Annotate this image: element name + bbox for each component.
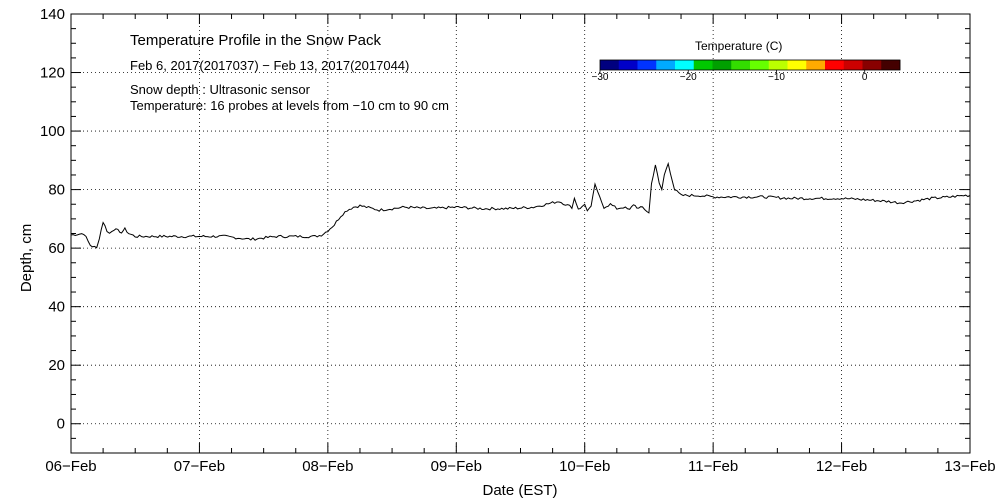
colorbar-swatch [787,60,807,70]
x-tick-label: 08−Feb [302,458,353,475]
y-tick-label: 40 [48,299,65,316]
colorbar-swatch [675,60,695,70]
y-tick-label: 0 [57,416,65,433]
y-tick-label: 120 [40,65,65,82]
colorbar-swatch [825,60,845,70]
colorbar-swatch [862,60,882,70]
x-tick-label: 12−Feb [816,458,867,475]
colorbar-swatch [806,60,826,70]
series-layer [70,161,971,249]
info-line-sensor: Snow depth : Ultrasonic sensor [130,82,311,97]
colorbar-tick-label: 0 [862,72,868,83]
colorbar-swatch [618,60,638,70]
x-tick-label: 11−Feb [688,458,738,475]
y-tick-label: 100 [40,123,65,140]
colorbar-swatch [600,60,620,70]
chart-title: Temperature Profile in the Snow Pack [130,32,381,49]
tick-layer [70,13,971,454]
colorbar-tick-label: −20 [680,72,697,83]
y-tick-label: 60 [48,240,65,257]
plot-frame [70,13,971,454]
y-tick-label: 80 [48,182,65,199]
colorbar-swatch [881,60,901,70]
x-tick-labels: 06−Feb 07−Feb 08−Feb 09−Feb 10−Feb 11−Feb 12−F… [45,458,995,475]
colorbar-tick-label: −30 [592,72,609,83]
chart-subtitle: Feb 6, 2017(2017037) − Feb 13, 2017(2017… [130,58,409,73]
colorbar-swatch [768,60,788,70]
colorbar-swatch [731,60,751,70]
x-tick-label: 07−Feb [174,458,225,475]
colorbar-swatch [843,60,863,70]
y-tick-label: 140 [40,6,65,23]
x-tick-label: 13−Feb [944,458,995,475]
colorbar-swatch [656,60,676,70]
x-axis-title: Date (EST) [482,482,557,499]
x-tick-label: 06−Feb [45,458,96,475]
colorbar-swatch [750,60,770,70]
colorbar-swatch [712,60,732,70]
snow-depth-line [70,161,971,249]
colorbar-title: Temperature (C) [695,39,782,53]
colorbar-swatch [637,60,657,70]
colorbar-swatch [693,60,713,70]
x-tick-label: 09−Feb [431,458,482,475]
y-axis-title: Depth, cm [18,224,35,292]
info-line-probes: Temperature: 16 probes at levels from −1… [130,98,449,113]
grid-layer [71,14,970,453]
colorbar-tick-label: −10 [768,72,785,83]
y-tick-label: 20 [48,357,65,374]
x-tick-label: 10−Feb [559,458,610,475]
colorbar: Temperature (C) −30 −20 −10 0 [592,39,901,83]
y-tick-labels: 0 20 40 60 80 100 120 140 [40,6,65,433]
colorbar-frame [599,59,901,71]
